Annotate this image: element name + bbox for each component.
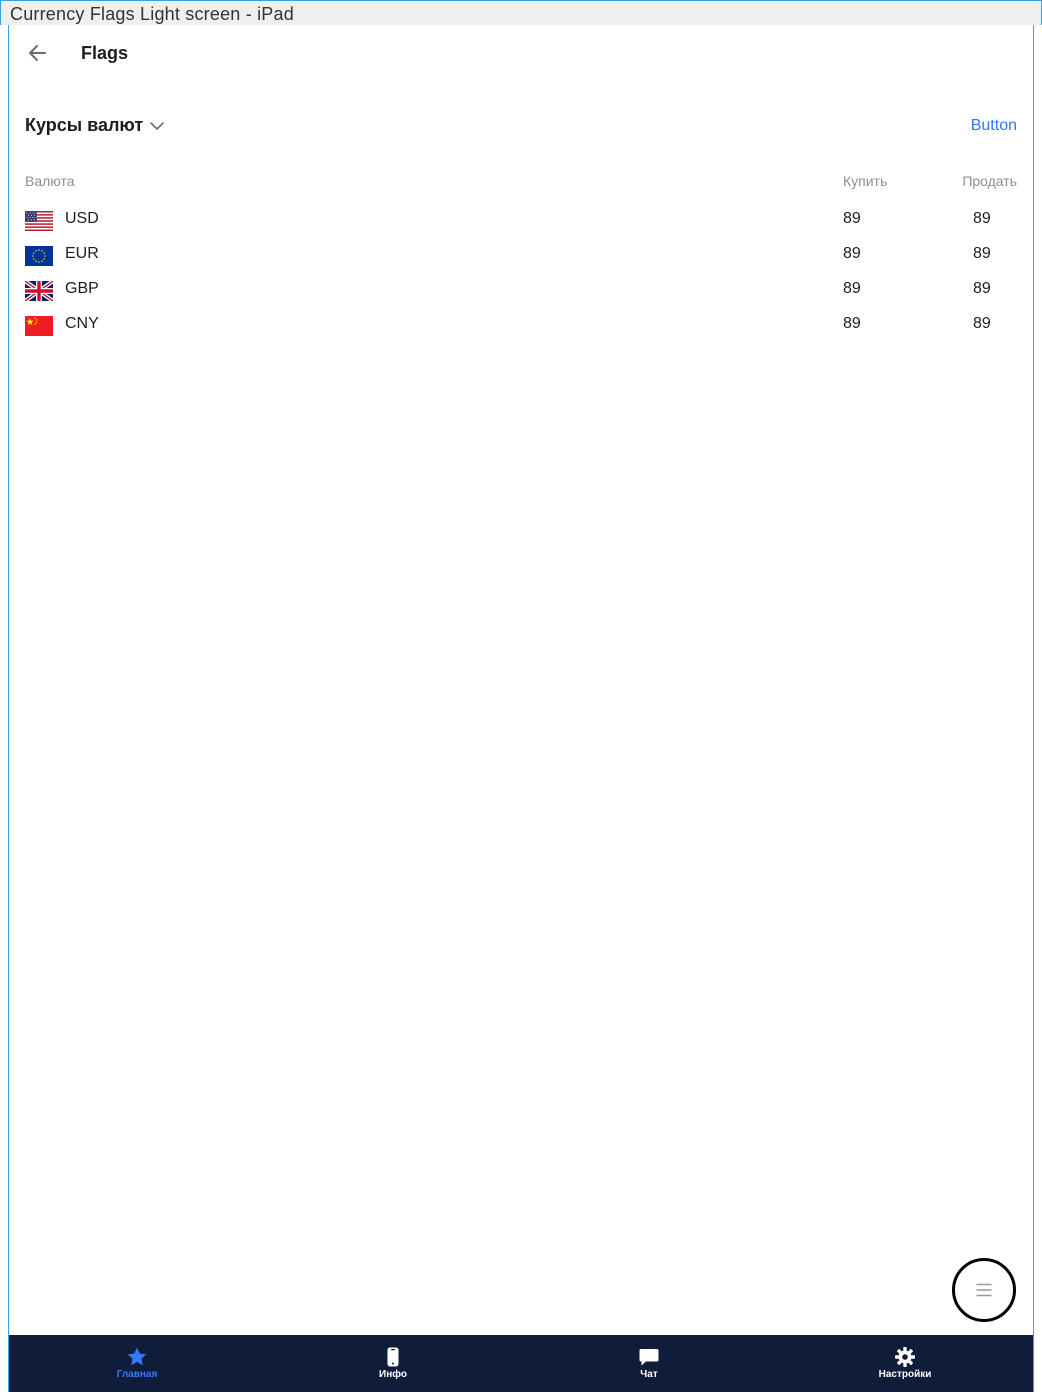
star-icon (127, 1347, 147, 1366)
table-row[interactable]: USD 89 89 (25, 205, 1017, 240)
sell-rate: 89 (973, 210, 991, 227)
china-flag-icon (25, 316, 53, 336)
buy-rate: 89 (843, 210, 861, 227)
sell-rate: 89 (973, 315, 991, 332)
buy-rate: 89 (843, 280, 861, 297)
sell-rate: 89 (973, 245, 991, 262)
section-action-button[interactable]: Button (970, 117, 1017, 134)
currency-rates-dropdown-label[interactable]: Курсы валют (25, 115, 144, 135)
buy-rate: 89 (843, 315, 861, 332)
buy-rate: 89 (843, 245, 861, 262)
currency-code: EUR (65, 245, 99, 262)
column-header-buy: Купить (843, 173, 888, 189)
currency-table: Валюта Купить Продать (25, 171, 1017, 345)
currency-code: CNY (65, 315, 99, 332)
back-button[interactable] (27, 42, 49, 64)
table-row[interactable]: EUR 89 89 (25, 240, 1017, 275)
eu-flag-icon (25, 246, 53, 266)
tab-settings[interactable]: Настройки (777, 1335, 1033, 1392)
chevron-down-icon[interactable] (149, 119, 165, 131)
arrow-left-icon (29, 45, 46, 61)
tab-label: Инфо (379, 1369, 407, 1380)
table-header: Валюта Купить Продать (25, 171, 1017, 193)
table-row[interactable]: CNY 89 89 (25, 310, 1017, 345)
top-app-bar: Flags (9, 25, 1033, 85)
menu-fab-button[interactable] (952, 1258, 1016, 1322)
tab-label: Главная (116, 1369, 158, 1380)
table-row[interactable]: GBP 89 89 (25, 275, 1017, 310)
column-header-currency: Валюта (25, 173, 75, 189)
bottom-tab-bar: Главная Инфо Чат (9, 1335, 1033, 1392)
frame-title: Currency Flags Light screen - iPad (10, 4, 294, 24)
tab-home[interactable]: Главная (9, 1335, 265, 1392)
tab-chat[interactable]: Чат (521, 1335, 777, 1392)
page-title: Flags (81, 43, 129, 63)
column-header-sell: Продать (962, 173, 1017, 189)
gear-icon (895, 1347, 915, 1367)
uk-flag-icon (25, 281, 53, 301)
usa-flag-icon (25, 211, 53, 231)
section-header: Курсы валют Button (25, 113, 1017, 143)
tab-info[interactable]: Инфо (265, 1335, 521, 1392)
currency-code: GBP (65, 280, 99, 297)
tab-label: Настройки (878, 1369, 932, 1380)
phone-icon (387, 1347, 399, 1367)
frame-title-bar: Currency Flags Light screen - iPad (0, 0, 1042, 25)
currency-code: USD (65, 210, 99, 227)
app-screen: Flags Курсы валют Button Валюта Купить П… (8, 25, 1034, 1392)
menu-icon (976, 1283, 992, 1297)
tab-label: Чат (640, 1369, 658, 1380)
chat-bubble-icon (639, 1349, 659, 1366)
sell-rate: 89 (973, 280, 991, 297)
